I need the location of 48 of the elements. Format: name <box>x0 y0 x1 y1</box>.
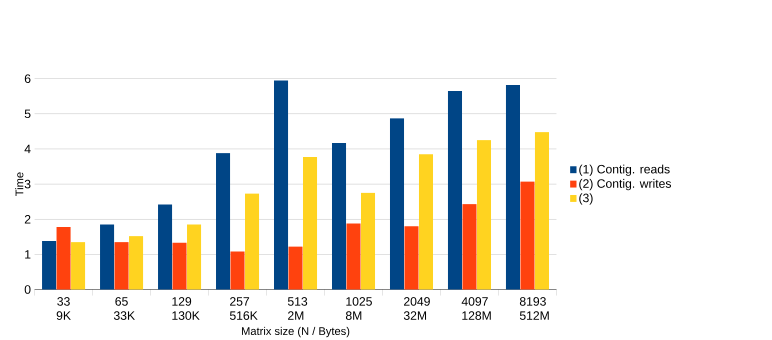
x-axis-title: Matrix size (N / Bytes) <box>242 326 350 338</box>
bar <box>302 157 318 290</box>
legend-label: (1) Contig. reads <box>579 164 670 176</box>
bar <box>346 223 361 290</box>
x-tick-label: 257 516K <box>230 297 258 320</box>
bar <box>288 246 303 290</box>
bar <box>404 226 419 290</box>
bar <box>114 242 129 290</box>
y-tick-label: 4 <box>24 144 31 154</box>
bar <box>476 140 492 290</box>
y-tick-label: 2 <box>24 215 30 224</box>
x-tick-label: 33 9K <box>56 297 71 320</box>
bar <box>332 143 346 290</box>
bar <box>360 192 376 290</box>
y-tick-label: 6 <box>24 74 30 84</box>
y-tick-label: 3 <box>24 180 30 188</box>
bar <box>418 154 434 290</box>
bar <box>534 132 549 290</box>
bar <box>172 242 187 290</box>
x-tick-label: 129 130K <box>172 297 200 320</box>
x-tick-label: 513 2M <box>288 297 308 320</box>
y-tick-label: 5 <box>24 110 30 118</box>
bar <box>100 224 114 290</box>
bar <box>520 182 534 290</box>
bar <box>56 227 71 290</box>
x-tick-label: 1025 8M <box>346 297 372 320</box>
bar <box>42 241 56 290</box>
y-tick-label: 0 <box>24 285 31 294</box>
legend-label: (3) <box>579 193 593 205</box>
bar <box>245 194 260 290</box>
bar <box>448 91 462 290</box>
bar <box>506 85 520 290</box>
bar <box>274 80 288 290</box>
bar <box>71 242 86 290</box>
bar <box>216 153 230 290</box>
x-tick-label: 4097 128M <box>462 297 491 320</box>
legend-label: (2) Contig. writes <box>579 178 672 190</box>
x-tick-label: 65 33K <box>114 297 135 320</box>
bar <box>462 204 477 290</box>
bar <box>230 252 245 290</box>
bar <box>129 236 144 290</box>
y-tick-label: 1 <box>25 250 30 259</box>
x-tick-label: 8193 512M <box>520 297 549 320</box>
x-tick-label: 2049 32M <box>404 297 430 320</box>
bar <box>158 204 172 290</box>
bar <box>187 224 202 290</box>
y-axis-title: Time <box>15 172 24 196</box>
bar <box>390 118 404 290</box>
